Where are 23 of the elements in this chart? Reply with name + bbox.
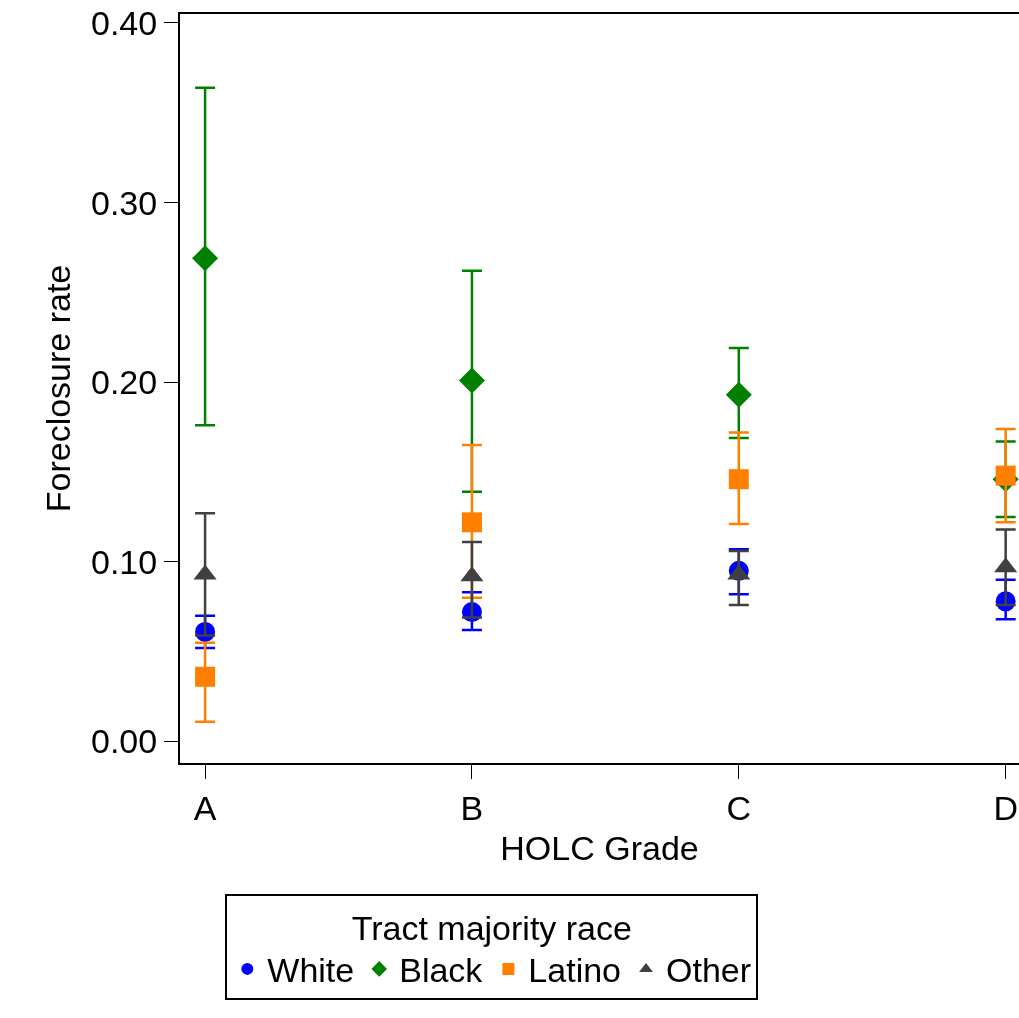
x-axis-title: HOLC Grade <box>500 828 699 867</box>
legend-label: Black <box>399 951 484 990</box>
point <box>995 465 1016 486</box>
x-tick-label: C <box>726 788 752 827</box>
y-tick-label: 0.30 <box>91 183 158 222</box>
y-tick-label: 0.00 <box>91 722 158 761</box>
legend-label: Other <box>666 951 752 990</box>
legend-label: Latino <box>528 951 622 990</box>
point <box>728 469 749 490</box>
y-tick-label: 0.20 <box>91 363 158 402</box>
y-tick-label: 0.40 <box>91 3 158 42</box>
point <box>725 381 752 408</box>
legend-label: White <box>267 951 355 990</box>
y-tick-label: 0.10 <box>91 542 158 581</box>
point <box>192 245 219 272</box>
point <box>195 666 216 687</box>
x-tick-label: B <box>460 788 484 827</box>
legend-title: Tract majority race <box>351 909 632 948</box>
x-tick-label: D <box>993 788 1018 827</box>
x-tick-label: A <box>193 788 217 827</box>
point <box>461 512 482 533</box>
point <box>458 367 485 394</box>
y-axis-title: Foreclosure rate <box>39 264 78 513</box>
